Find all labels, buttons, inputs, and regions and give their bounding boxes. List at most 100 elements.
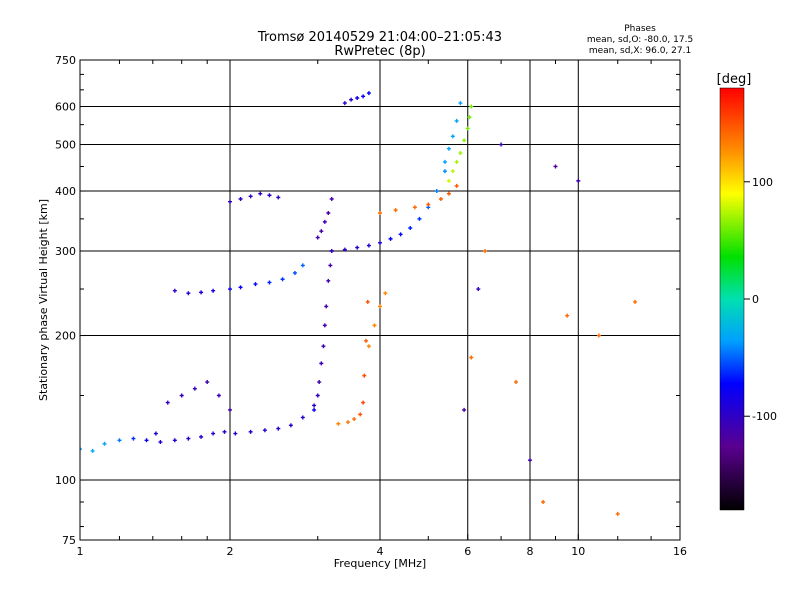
data-point <box>216 393 221 398</box>
data-point <box>361 94 366 99</box>
data-point <box>412 205 417 210</box>
y-tick-label: 75 <box>62 534 76 547</box>
data-point <box>238 285 243 290</box>
data-point <box>211 431 216 436</box>
data-point <box>179 393 184 398</box>
data-points <box>80 91 638 516</box>
data-point <box>553 164 558 169</box>
data-point <box>352 417 357 422</box>
y-tick-label: 300 <box>55 245 76 258</box>
data-point <box>292 270 297 275</box>
data-point <box>258 191 263 196</box>
data-point <box>438 197 443 202</box>
data-point <box>383 291 388 296</box>
data-point <box>228 287 232 292</box>
data-point <box>233 431 238 436</box>
data-point <box>322 323 327 328</box>
y-tick-label: 600 <box>55 101 76 114</box>
data-point <box>426 202 431 207</box>
data-point <box>326 278 331 283</box>
data-point <box>378 211 382 216</box>
data-point <box>300 415 305 420</box>
data-point <box>80 447 82 452</box>
colorbar-tick-label: -100 <box>752 410 777 423</box>
data-point <box>248 429 253 434</box>
data-point <box>228 407 232 412</box>
data-point <box>458 151 463 156</box>
data-point <box>336 421 341 426</box>
data-point <box>280 277 285 282</box>
chart-subtitle: RwPretec (8p) <box>334 44 425 59</box>
chart-title: Tromsø 20140529 21:04:00–21:05:43 <box>257 30 502 45</box>
data-point <box>102 441 107 446</box>
x-axis-label: Frequency [MHz] <box>334 557 426 570</box>
data-point <box>366 91 371 96</box>
phases-heading: Phases <box>624 24 656 34</box>
axis-ticks: 1 2 4 6 8 10 16 75 100 200 300 400 500 600 750 <box>55 54 687 558</box>
data-point <box>469 355 474 360</box>
data-point <box>462 138 467 143</box>
data-point <box>408 226 413 231</box>
data-point <box>366 243 371 248</box>
data-point <box>633 299 638 304</box>
data-point <box>276 426 281 431</box>
data-point <box>450 169 455 174</box>
data-point <box>528 458 532 463</box>
data-point <box>469 104 474 109</box>
data-point <box>499 142 504 147</box>
data-point <box>90 448 95 453</box>
data-point <box>322 219 327 224</box>
data-point <box>372 323 377 328</box>
data-point <box>172 438 177 443</box>
data-point <box>186 436 191 441</box>
x-tick-label: 4 <box>377 545 384 558</box>
data-point <box>378 240 382 245</box>
data-point <box>446 191 451 196</box>
data-point <box>315 393 320 398</box>
data-point <box>342 247 347 252</box>
x-tick-label: 16 <box>673 545 687 558</box>
data-point <box>300 263 305 268</box>
data-point <box>192 386 197 391</box>
y-tick-label: 200 <box>55 330 76 343</box>
x-tick-label: 10 <box>571 545 585 558</box>
x-tick-label: 1 <box>77 545 84 558</box>
data-point <box>393 208 398 213</box>
colorbar-tick-label: 100 <box>752 176 773 189</box>
data-point <box>253 282 258 287</box>
data-point <box>476 287 481 292</box>
data-point <box>329 249 334 254</box>
data-point <box>238 197 243 202</box>
data-point <box>358 412 363 417</box>
data-point <box>446 146 451 151</box>
data-point <box>345 420 350 425</box>
data-point <box>483 249 488 254</box>
data-point <box>276 195 281 200</box>
plot-frame <box>79 59 681 541</box>
colorbar-tick-label: 0 <box>752 293 759 306</box>
data-point <box>349 97 354 102</box>
data-point <box>172 288 177 293</box>
data-point <box>388 236 393 241</box>
data-point <box>329 197 334 202</box>
data-point <box>228 199 232 204</box>
data-point <box>317 380 322 385</box>
y-tick-label: 500 <box>55 139 76 152</box>
data-point <box>596 333 601 338</box>
data-point <box>312 403 317 408</box>
data-point <box>450 134 455 139</box>
data-point <box>324 304 329 309</box>
data-point <box>465 126 470 131</box>
data-point <box>288 423 293 428</box>
data-point <box>211 288 216 293</box>
data-point <box>454 159 459 164</box>
y-axis-label: Stationary phase Virtual Height [km] <box>37 199 50 401</box>
data-point <box>565 313 570 318</box>
data-point <box>342 101 347 106</box>
data-point <box>366 344 371 349</box>
data-point <box>576 178 581 183</box>
colorbar <box>719 87 745 511</box>
x-tick-label: 8 <box>527 545 534 558</box>
data-point <box>417 216 422 221</box>
data-point <box>462 407 467 412</box>
